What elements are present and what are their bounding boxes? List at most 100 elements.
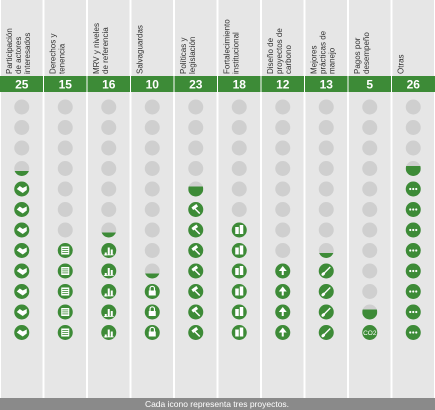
co2-icon: CO2 <box>362 325 378 340</box>
ellipsis-dot <box>415 208 418 211</box>
ellipsis-dot <box>412 310 415 314</box>
document-line <box>62 270 69 272</box>
baseline-glyph <box>103 275 114 276</box>
column-header: Diseño deproyectos decarbono <box>266 28 293 74</box>
padlock-icon <box>144 181 160 197</box>
gavel-icon <box>188 120 204 135</box>
document-icon <box>57 325 73 340</box>
ellipsis-icon <box>405 325 421 340</box>
document-line <box>62 309 69 311</box>
tree-glyph <box>278 307 287 316</box>
footer-bar <box>0 398 435 410</box>
icon-background <box>362 161 378 176</box>
padlock-icon <box>144 120 160 135</box>
shovel-icon <box>318 243 334 258</box>
document-line <box>62 313 69 315</box>
column-header-line: Fortalecimiento <box>223 19 232 74</box>
bar-glyph <box>107 288 110 296</box>
document-line <box>62 311 69 313</box>
icon-background <box>188 99 204 115</box>
gavel-head <box>191 245 199 251</box>
buildings-icon <box>231 304 247 320</box>
ellipsis-icon <box>405 140 421 156</box>
column-header-line: Participación <box>5 28 14 74</box>
column-header-line: MRV y niveles <box>92 23 101 74</box>
tree-glyph <box>278 286 287 296</box>
icon-fill <box>231 284 247 299</box>
padlock-icon <box>144 99 160 115</box>
ellipsis-dot <box>415 187 418 191</box>
icon-background <box>144 99 160 115</box>
shovel-blade <box>321 292 326 297</box>
buildings-icon <box>231 222 247 238</box>
handshake-glyph <box>16 309 27 316</box>
column-header: Participaciónde actoresinteresados <box>5 28 32 74</box>
gavel-head <box>191 327 199 333</box>
bar-chart-icon <box>101 325 117 340</box>
gavel-handle <box>194 269 201 276</box>
column-header-line: Diseño de <box>266 37 275 74</box>
bar-glyph <box>104 334 107 338</box>
column-header-line: Otras <box>397 54 406 74</box>
footer-note: Cada icono representa tres proyectos. <box>145 399 289 409</box>
column-header-line: manejo <box>328 47 337 74</box>
document-line <box>62 332 69 333</box>
count-label: 10 <box>146 78 160 92</box>
bar-glyph <box>104 273 107 276</box>
baseline-glyph <box>103 254 114 256</box>
co2-icon <box>362 243 378 258</box>
gavel-handle <box>194 248 201 256</box>
count-label: 13 <box>320 78 334 92</box>
tree-icon <box>275 181 291 197</box>
building-glyph <box>239 245 244 255</box>
icon-background <box>101 181 117 197</box>
shovel-icon <box>318 99 334 115</box>
ellipsis-dot <box>409 269 412 273</box>
padlock-icon <box>144 263 160 279</box>
gavel-handle <box>194 228 201 235</box>
gavel-head <box>191 204 199 210</box>
ellipsis-icon <box>405 120 421 135</box>
document-line <box>62 268 69 270</box>
ellipsis-dot <box>409 228 412 232</box>
document-line <box>62 250 69 251</box>
ellipsis-icon <box>405 243 421 258</box>
document-line <box>62 334 69 335</box>
icon-partial-fill <box>405 166 421 176</box>
gavel-handle <box>194 310 201 317</box>
shovel-handle <box>323 328 331 335</box>
column-header-line: Mejores <box>310 46 319 74</box>
column-header-line: Políticas y <box>179 38 188 74</box>
building-glyph <box>239 327 244 337</box>
co2-label: CO2 <box>363 330 377 337</box>
bar-glyph <box>107 309 110 316</box>
ellipsis-icon <box>405 222 421 238</box>
padlock-body <box>148 311 156 316</box>
tree-icon <box>275 304 291 320</box>
icon-fill <box>231 304 247 320</box>
shovel-blade <box>321 313 326 317</box>
icon-background <box>57 99 73 115</box>
column-headers: Participaciónde actoresinteresados Derech… <box>5 19 406 74</box>
bar-glyph <box>104 293 107 297</box>
gavel-head <box>191 286 199 292</box>
icon-background <box>144 161 160 176</box>
shovel-icon <box>318 284 334 299</box>
icon-background <box>318 181 334 197</box>
buildings-icon <box>231 202 247 217</box>
buildings-icon <box>231 161 247 176</box>
handshake-icon <box>14 325 30 340</box>
ellipsis-dot <box>409 249 412 252</box>
bar-glyph <box>107 247 110 255</box>
document-icon <box>57 161 73 176</box>
gavel-handle <box>194 330 201 338</box>
handshake-glyph <box>16 206 27 214</box>
icon-background <box>188 140 204 156</box>
icon-background <box>362 243 378 258</box>
co2-icon <box>362 140 378 156</box>
icon-background <box>144 222 160 238</box>
tree-icon <box>275 140 291 156</box>
column-header: MRV y nivelesde referencia <box>92 23 110 74</box>
gavel-icon <box>188 243 204 258</box>
icon-background <box>101 99 117 115</box>
